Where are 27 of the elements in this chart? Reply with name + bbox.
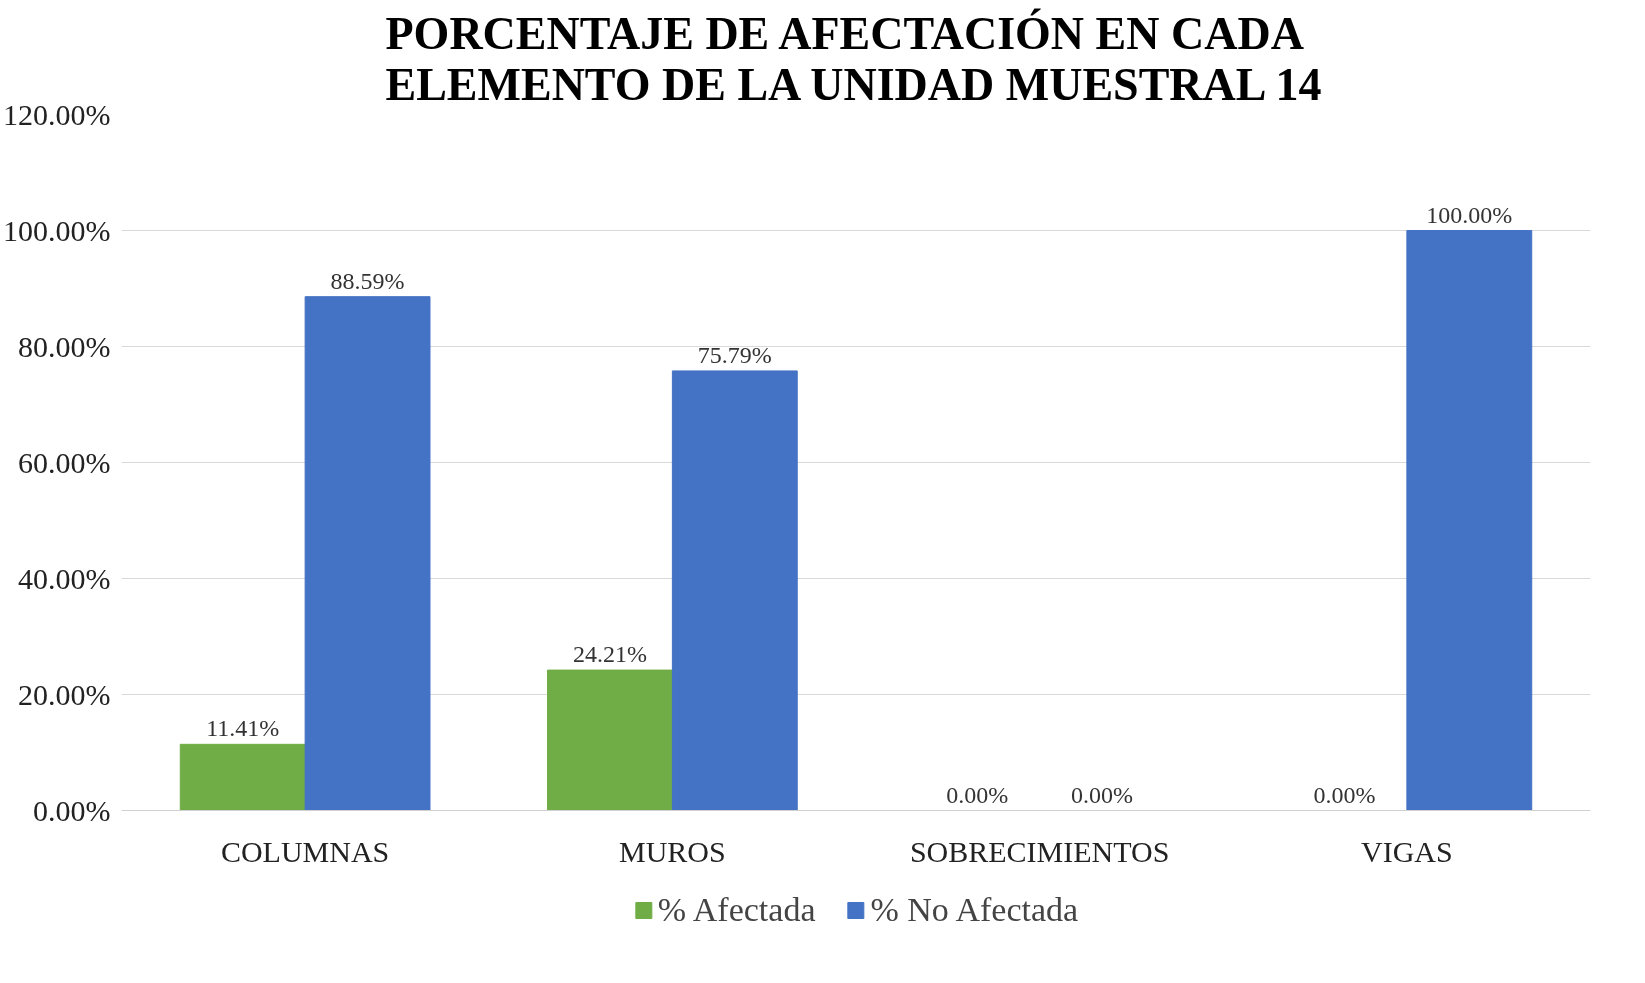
- x-tick-label: SOBRECIMIENTOS: [909, 834, 1170, 868]
- legend-label: % No Afectada: [870, 891, 1079, 929]
- data-label: 0.00%: [1071, 781, 1134, 808]
- data-label: 100.00%: [1426, 201, 1513, 228]
- bar: [304, 296, 431, 811]
- x-tick-label: MUROS: [619, 834, 726, 868]
- bar: [1406, 230, 1533, 811]
- y-tick-label: 100.00%: [3, 214, 111, 247]
- y-tick-label: 80.00%: [18, 330, 111, 363]
- y-tick-label: 40.00%: [18, 562, 111, 595]
- data-label: 24.21%: [572, 641, 647, 668]
- data-label: 75.79%: [697, 341, 772, 368]
- y-tick-label: 120.00%: [3, 98, 111, 131]
- y-tick-label: 0.00%: [33, 794, 111, 827]
- legend-label: % Afectada: [657, 891, 816, 929]
- bar: [547, 669, 673, 811]
- data-label: 0.00%: [946, 781, 1009, 808]
- bar: [671, 370, 798, 811]
- x-tick-label: VIGAS: [1361, 834, 1453, 868]
- data-label: 0.00%: [1313, 781, 1376, 808]
- y-tick-label: 20.00%: [18, 678, 111, 711]
- data-label: 11.41%: [206, 715, 280, 742]
- bar: [179, 743, 306, 811]
- data-label: 88.59%: [330, 267, 405, 294]
- x-tick-label: COLUMNAS: [220, 834, 390, 868]
- chart-title: PORCENTAJE DE AFECTACIÓN EN CADA ELEMENTO DE LA UNIDAD MUESTRAL 14: [385, 7, 1322, 110]
- y-tick-label: 60.00%: [18, 446, 111, 479]
